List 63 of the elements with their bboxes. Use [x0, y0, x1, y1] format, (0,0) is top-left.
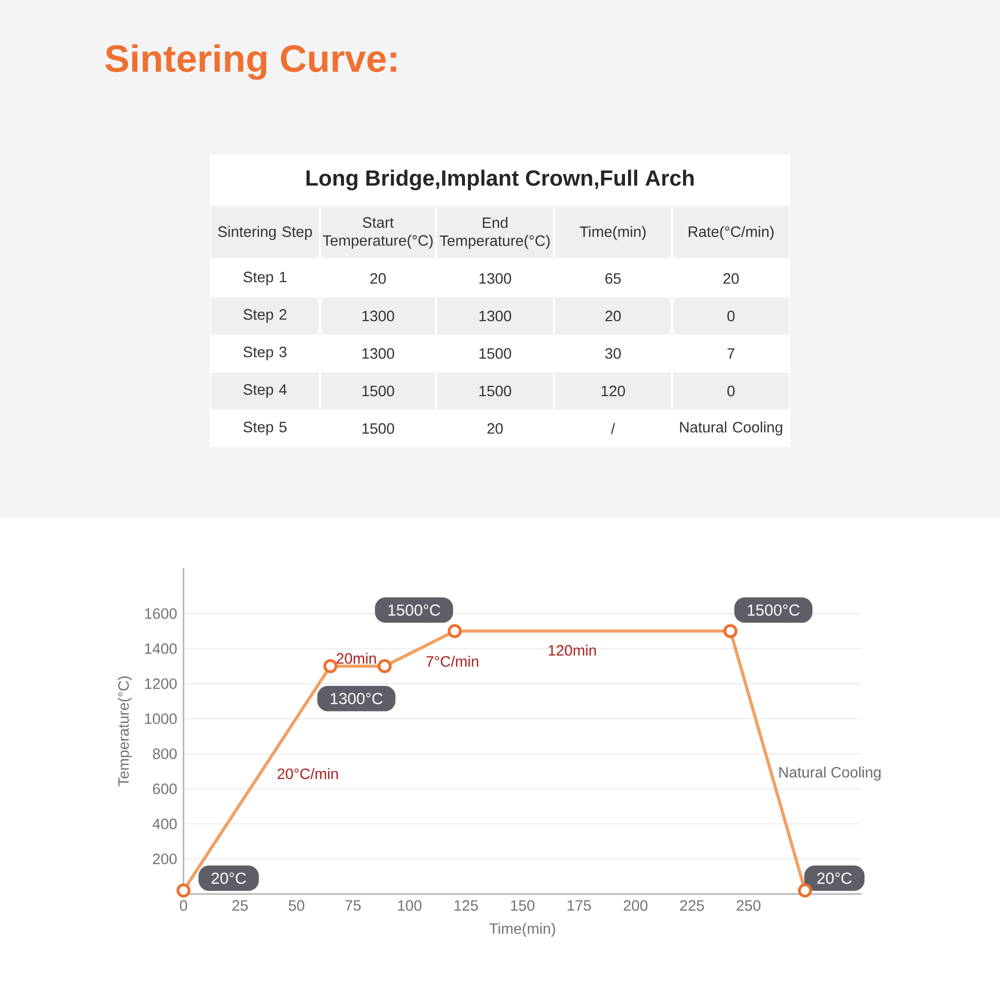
- text: 0: [727, 386, 735, 396]
- text: 20: [487, 423, 503, 434]
- category-label: End Temperature(°C): [440, 216, 550, 249]
- text: 20: [605, 310, 621, 322]
- annotation: 20min: [336, 652, 376, 664]
- y-tick-label: 1400: [145, 643, 177, 654]
- text: 30: [605, 348, 621, 359]
- x-tick-label: 175: [568, 900, 591, 911]
- y-tick-label: 1000: [145, 713, 177, 724]
- y-tick-label: 1200: [145, 678, 177, 689]
- annotation: 20°C: [212, 872, 246, 884]
- x-tick-label: 150: [511, 900, 534, 911]
- annotation: 1300°C: [330, 692, 383, 704]
- category-label: Time(min): [580, 226, 646, 240]
- text: 1300: [362, 310, 394, 322]
- x-tick-label: 25: [232, 900, 248, 911]
- y-tick-label: 600: [153, 784, 177, 794]
- x-tick-label: 0: [180, 900, 188, 911]
- y-tick-label: 200: [153, 854, 177, 864]
- text: /: [610, 422, 616, 434]
- category-label: Step 4: [244, 384, 287, 398]
- annotation: 1500°C: [388, 604, 440, 616]
- x-tick-label: 50: [288, 900, 304, 911]
- text: 0: [727, 310, 735, 322]
- text: 1500: [362, 386, 394, 396]
- category-label: Rate(°C/min): [688, 226, 774, 240]
- text: 1300: [479, 273, 512, 284]
- y-tick-label: 800: [152, 748, 177, 760]
- annotation: 1500°C: [748, 604, 800, 616]
- text: 65: [605, 273, 621, 284]
- text: 120: [602, 386, 625, 396]
- x-tick-label: 75: [345, 900, 361, 911]
- y-tick-label: 400: [152, 818, 177, 830]
- y-tick-label: 1600: [145, 608, 177, 619]
- text: 7: [728, 348, 734, 359]
- annotation: 120min: [548, 644, 596, 656]
- x-tick-label: 100: [398, 900, 422, 911]
- text: 1300: [479, 310, 512, 322]
- annotation: Natural Cooling: [779, 766, 881, 781]
- text: 1500: [479, 348, 512, 359]
- text: Sintering Curve:: [105, 44, 396, 80]
- category-label: Step 2: [244, 309, 286, 323]
- text: Long Bridge,Implant Crown,Full Arch: [306, 170, 694, 190]
- text: 1300: [362, 348, 394, 359]
- text: 20: [723, 273, 739, 284]
- x-tick-label: 250: [736, 900, 760, 911]
- text: 1500: [479, 386, 512, 396]
- annotation: 20°C/min: [278, 768, 338, 780]
- category-label: Sintering Step: [218, 226, 312, 240]
- category-label: Step 5: [244, 422, 286, 436]
- x-axis-title: Time(min): [489, 922, 556, 937]
- x-tick-label: 125: [454, 900, 478, 911]
- x-tick-label: 200: [624, 900, 648, 911]
- text: Natural Cooling: [680, 421, 782, 436]
- annotation: 20°C: [817, 872, 852, 884]
- text: 1500: [362, 423, 394, 434]
- y-axis-title: Temperature(°C): [118, 676, 132, 786]
- category-label: Step 3: [244, 346, 286, 360]
- annotation: 7°C/min: [426, 656, 478, 667]
- category-label: Start Temperature(°C): [322, 217, 433, 249]
- category-label: Step 1: [244, 272, 286, 286]
- text: 20: [370, 273, 386, 284]
- x-tick-label: 225: [680, 900, 704, 911]
